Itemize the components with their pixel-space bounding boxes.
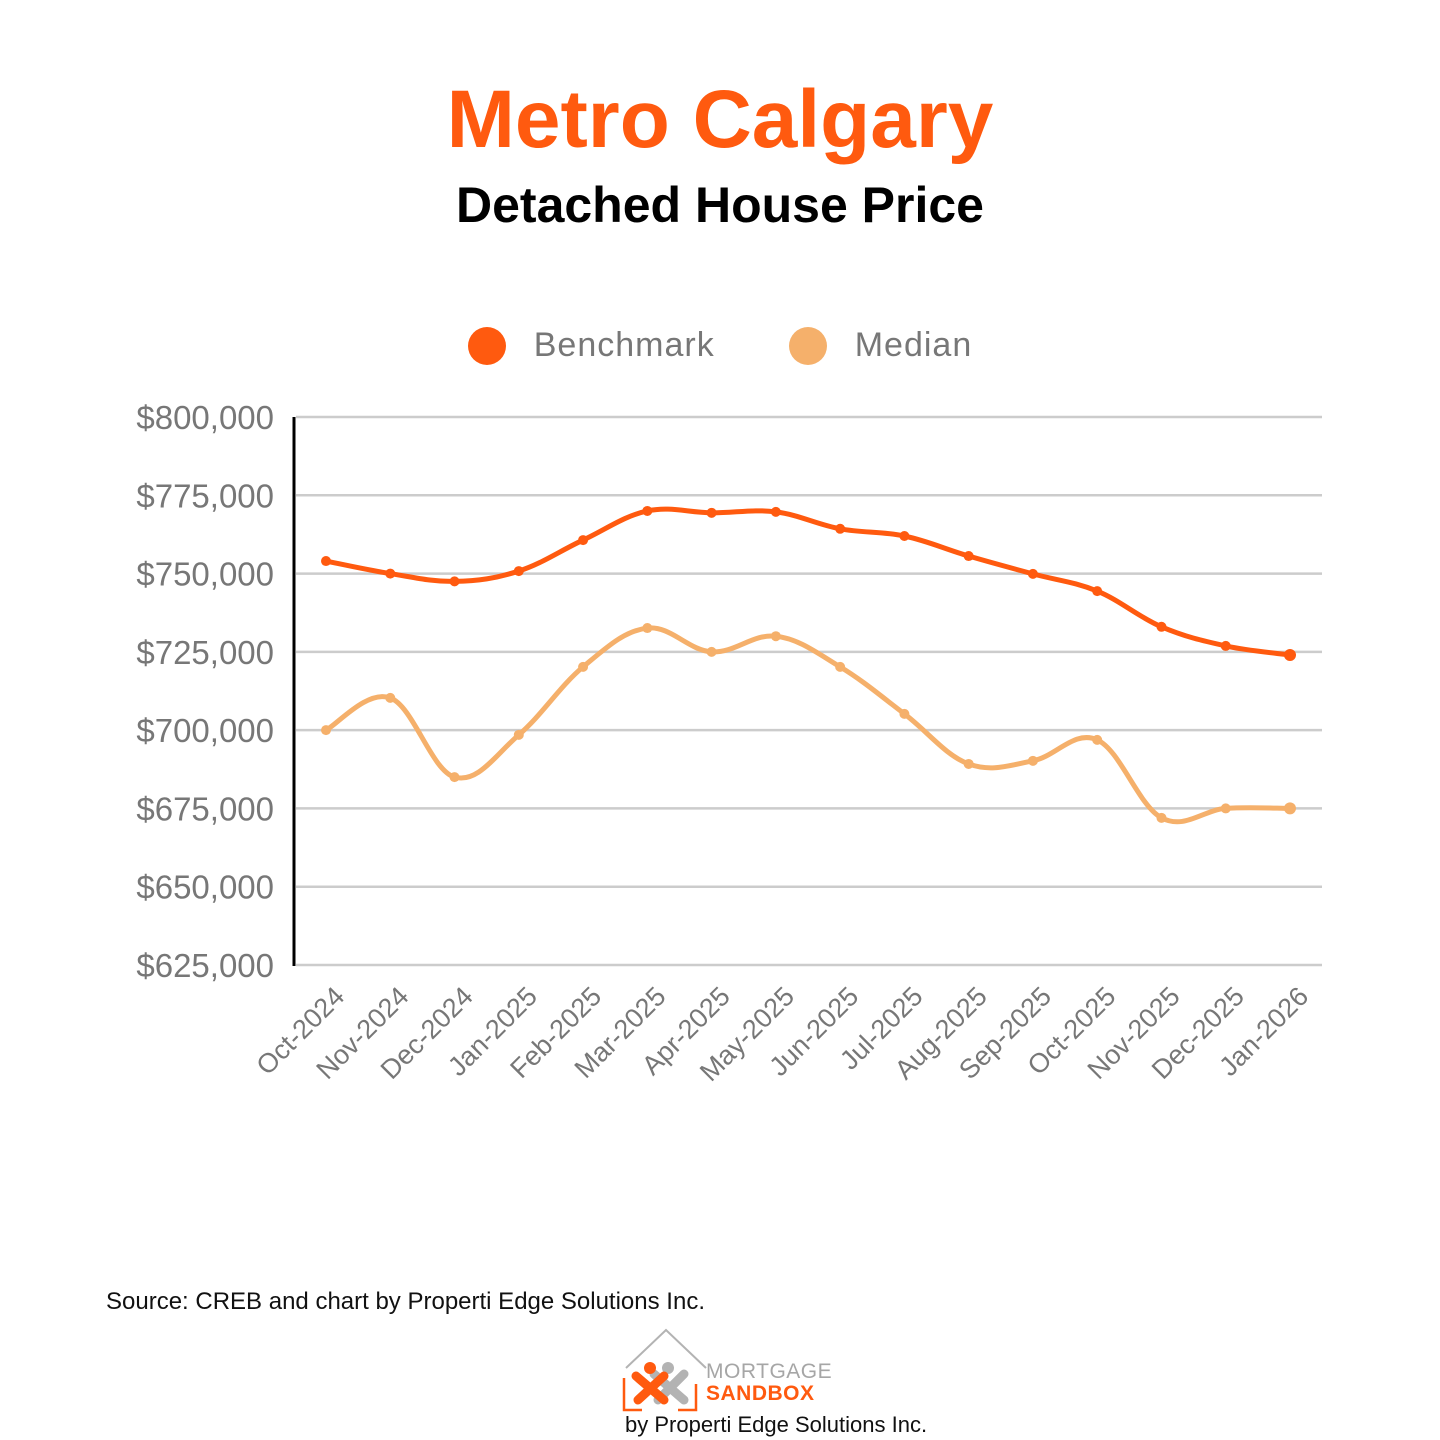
data-point[interactable] xyxy=(1092,734,1103,745)
data-point[interactable] xyxy=(706,507,717,518)
data-point[interactable] xyxy=(963,551,974,562)
grid-lines xyxy=(296,415,1322,967)
data-series xyxy=(321,505,1296,825)
data-point[interactable] xyxy=(1092,586,1103,597)
data-point[interactable] xyxy=(385,692,396,703)
legend-label-benchmark: Benchmark xyxy=(533,326,715,364)
data-point[interactable] xyxy=(835,661,846,672)
median-line xyxy=(323,625,1293,825)
data-point[interactable] xyxy=(770,506,781,517)
data-point[interactable] xyxy=(449,576,460,587)
benchmark-dot-icon xyxy=(467,326,506,365)
benchmark-line xyxy=(323,506,1293,658)
x-axis-labels: Oct-2024Nov-2024Dec-2024Jan-2025Feb-2025… xyxy=(250,981,1314,1087)
y-tick-label: $750,000 xyxy=(136,556,274,593)
data-point[interactable] xyxy=(513,729,524,740)
median-dot-icon xyxy=(788,326,827,365)
y-axis-labels: $625,000 $650,000 $675,000 $700,000 $725,000… xyxy=(136,399,274,984)
house-logo-icon xyxy=(622,1328,707,1412)
y-tick-label: $650,000 xyxy=(136,869,274,906)
y-tick-label: $725,000 xyxy=(136,634,274,671)
data-point[interactable] xyxy=(321,725,331,736)
data-point[interactable] xyxy=(642,505,653,516)
data-point[interactable] xyxy=(1156,812,1167,823)
series-benchmark xyxy=(321,505,1296,661)
y-tick-label: $625,000 xyxy=(136,947,274,984)
chart-subtitle: Detached House Price xyxy=(456,177,984,233)
data-point[interactable] xyxy=(321,556,331,567)
data-point[interactable] xyxy=(1284,648,1296,661)
data-point[interactable] xyxy=(1027,755,1038,766)
data-point[interactable] xyxy=(706,646,717,657)
data-point[interactable] xyxy=(770,631,781,642)
y-tick-label: $775,000 xyxy=(136,477,274,514)
source-note: Source: CREB and chart by Properti Edge … xyxy=(106,1288,705,1315)
chart-title: Metro Calgary xyxy=(446,74,994,165)
data-point[interactable] xyxy=(578,535,589,546)
data-point[interactable] xyxy=(513,566,524,577)
series-median xyxy=(321,623,1296,825)
y-tick-label: $675,000 xyxy=(136,790,274,827)
data-point[interactable] xyxy=(835,523,846,534)
legend-item-benchmark[interactable]: Benchmark xyxy=(467,326,715,365)
logo-text-mortgage: MORTGAGE xyxy=(706,1360,833,1383)
y-tick-label: $800,000 xyxy=(136,399,274,436)
data-point[interactable] xyxy=(1220,640,1231,651)
data-point[interactable] xyxy=(1220,803,1231,814)
data-point[interactable] xyxy=(963,758,974,769)
data-point[interactable] xyxy=(899,530,910,541)
y-tick-label: $700,000 xyxy=(136,712,274,749)
data-point[interactable] xyxy=(449,772,460,783)
data-point[interactable] xyxy=(578,661,589,672)
data-point[interactable] xyxy=(1284,802,1296,815)
data-point[interactable] xyxy=(899,708,910,719)
data-point[interactable] xyxy=(385,568,396,579)
legend-label-median: Median xyxy=(854,326,973,364)
logo-byline: by Properti Edge Solutions Inc. xyxy=(625,1412,928,1437)
mortgage-sandbox-logo: MORTGAGE SANDBOX by Properti Edge Soluti… xyxy=(620,1328,940,1438)
data-point[interactable] xyxy=(1156,621,1167,632)
data-point[interactable] xyxy=(1027,568,1038,579)
legend-item-median[interactable]: Median xyxy=(788,326,973,365)
data-point[interactable] xyxy=(642,623,653,634)
chart-legend: Benchmark Median xyxy=(0,326,1440,365)
logo-text-sandbox: SANDBOX xyxy=(706,1382,815,1405)
